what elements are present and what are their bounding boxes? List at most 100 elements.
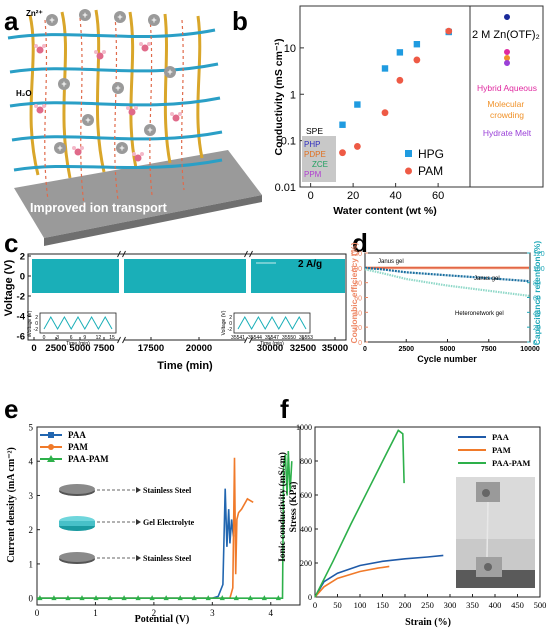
legend-pam: PAM — [418, 164, 443, 178]
e-marker-5 — [107, 595, 113, 601]
b-xlabel: Water content (wt %) — [333, 205, 436, 217]
f-ytick-1: 200 — [300, 559, 312, 568]
f-legend-paapam: PAA-PAM — [492, 458, 530, 468]
stack-label-top: Stainless Steel — [143, 486, 192, 495]
panel-b: b 2 M Zn(OTF)₂ Hybrid Aqueous Molecular … — [232, 5, 544, 217]
b-point-hpg-4 — [413, 41, 421, 48]
c-xtick-2: 5000 — [69, 343, 90, 354]
spe-box — [302, 136, 336, 182]
e-marker-12 — [205, 595, 211, 601]
c-xtick-0: 0 — [31, 343, 36, 354]
panel-c-letter: c — [4, 228, 18, 258]
b-point-pam-0 — [339, 149, 346, 157]
d-ytick-right-0: 0 — [533, 340, 537, 347]
svg-text:+: + — [49, 15, 54, 25]
b-point-pam-4 — [413, 56, 421, 64]
e-xtick-3: 3 — [210, 608, 215, 618]
e-ytick-1: 1 — [29, 559, 34, 569]
c-inset-2-ytick-1: 0 — [229, 321, 232, 327]
c-break-d-0 — [122, 250, 126, 258]
d-ytick-right-5: 100 — [533, 266, 545, 273]
d-ytick-right-4: 80 — [533, 281, 541, 288]
c-xtick-5: 20000 — [186, 343, 212, 354]
e-marker-6 — [121, 595, 127, 601]
c-xtick-8: 35000 — [322, 343, 348, 354]
d-ytick-left-5: 100 — [350, 266, 362, 273]
e-legend: PAA PAM PAA-PAM — [40, 430, 109, 464]
f-series-0 — [314, 554, 444, 598]
d-ytick-right-2: 40 — [533, 310, 541, 317]
c-break-mask-0 — [118, 337, 125, 343]
e-legend-paa-marker — [48, 432, 54, 438]
water-label: H₂O — [16, 89, 32, 98]
d-series-1 — [364, 268, 531, 298]
f-ytick-3: 600 — [300, 491, 312, 500]
base-plate — [14, 150, 262, 238]
water-molecule-markers — [34, 42, 182, 162]
c-break-b-1 — [249, 336, 253, 344]
svg-text:+: + — [61, 79, 66, 89]
legend-pam-marker — [405, 167, 412, 175]
e-marker-9 — [163, 595, 169, 601]
f-xtick-10: 500 — [534, 600, 547, 610]
legend-hpg: HPG — [418, 147, 444, 161]
e-xlabel: Potential (V) — [135, 614, 190, 625]
panel-a-letter: a — [4, 6, 19, 36]
right-box-hybrid: Hybrid Aqueous — [477, 83, 537, 93]
c-inset-1-ytick-2: -2 — [34, 327, 39, 333]
svg-text:+: + — [167, 67, 172, 77]
e-ytick-5: 5 — [29, 423, 34, 433]
right-box-molecular: Molecular crowding — [487, 99, 526, 120]
d-ytick-left-4: 80 — [354, 281, 362, 288]
f-xtick-5: 250 — [421, 600, 434, 610]
e-legend-paa: PAA — [68, 430, 86, 440]
c-xtick-4: 17500 — [138, 343, 164, 354]
c-inset-1-xtick-2: 6 — [70, 335, 73, 341]
b-point-hpg-0 — [339, 121, 346, 128]
svg-text:+: + — [117, 12, 122, 22]
d-ytick-left-3: 60 — [354, 296, 362, 303]
d-ytick-left-6: 120 — [350, 251, 362, 258]
c-break-a-1 — [244, 336, 248, 344]
b-ytick-1: 0.1 — [281, 136, 296, 148]
c-xtick-6: 30000 — [257, 343, 283, 354]
e-xtick-1: 1 — [93, 608, 98, 618]
b-point-hpg-1 — [354, 101, 361, 108]
zn-ion-label: Zn²⁺ — [26, 9, 43, 18]
e-marker-1 — [51, 595, 57, 601]
c-break-d-1 — [249, 250, 253, 258]
e-marker-17 — [275, 595, 281, 601]
c-ytick-0: 2 — [20, 252, 25, 263]
f-legend: PAA PAM PAA-PAM — [458, 432, 530, 468]
f-xtick-8: 400 — [489, 600, 502, 610]
d-label-janus-1: Janus gel — [378, 259, 404, 265]
d-ytick-right-3: 60 — [533, 296, 541, 303]
panel-b-letter: b — [232, 6, 248, 36]
c-break-mask-1 — [245, 337, 252, 343]
e-series-1 — [37, 457, 254, 599]
panel-d-letter: d — [352, 228, 368, 258]
b-ylabel: Conductivity (mS cm⁻¹) — [273, 39, 285, 156]
f-ytick-5: 1000 — [296, 423, 312, 432]
d-ylabel-right: Capacitance retention (%) — [532, 241, 542, 346]
e-marker-11 — [191, 595, 197, 601]
e-marker-13 — [219, 595, 225, 601]
c-inset-1-xtick-4: 12 — [96, 335, 102, 341]
d-ytick-left-2: 40 — [354, 310, 362, 317]
c-frame — [27, 253, 347, 341]
c-xtick-7: 32500 — [290, 343, 316, 354]
panel-f: f 0 200 400 600 800 1000 0 50 100 150 200 250 300 350… — [277, 394, 546, 628]
d-label-janus-2: Janus gel — [474, 276, 500, 282]
c-inset-1-xlabel: Time (min) — [66, 341, 90, 347]
c-inset-2-ytick-0: 2 — [229, 315, 232, 321]
c-xtick-3: 7500 — [93, 343, 114, 354]
f-xtick-7: 350 — [466, 600, 479, 610]
f-legend-pam: PAM — [492, 445, 511, 455]
zn-ion-markers: + + + + + + + + + + + — [46, 9, 176, 154]
e-marker-10 — [177, 595, 183, 601]
blue-fibers — [7, 28, 223, 172]
c-inset-1-frame — [39, 312, 117, 334]
svg-text:+: + — [119, 143, 124, 153]
spe-title: SPE — [306, 126, 323, 136]
